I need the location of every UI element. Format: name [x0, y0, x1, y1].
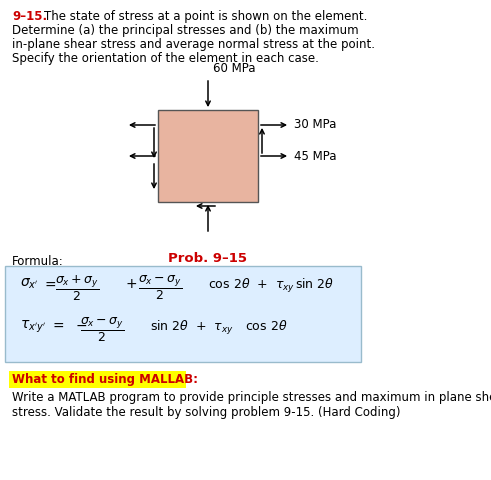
FancyBboxPatch shape	[9, 371, 186, 388]
Text: $\dfrac{\sigma_x - \sigma_y}{2}$: $\dfrac{\sigma_x - \sigma_y}{2}$	[80, 316, 124, 344]
FancyBboxPatch shape	[5, 266, 361, 362]
Text: Specify the orientation of the element in each case.: Specify the orientation of the element i…	[12, 52, 319, 65]
Text: 9–15.: 9–15.	[12, 10, 47, 23]
Text: $\sigma_{x'}$: $\sigma_{x'}$	[20, 277, 39, 291]
Text: $\dfrac{\sigma_x - \sigma_y}{2}$: $\dfrac{\sigma_x - \sigma_y}{2}$	[138, 274, 182, 302]
Text: 45 MPa: 45 MPa	[294, 149, 336, 163]
Text: 30 MPa: 30 MPa	[294, 119, 336, 132]
Text: $\sin\,2\theta$  $+$  $\tau_{xy}$: $\sin\,2\theta$ $+$ $\tau_{xy}$	[150, 319, 234, 337]
Text: $=$: $=$	[42, 277, 57, 291]
Text: Determine (a) the principal stresses and (b) the maximum: Determine (a) the principal stresses and…	[12, 24, 358, 37]
Text: $\tau_{x'y'}$: $\tau_{x'y'}$	[20, 319, 47, 336]
Text: $\cos\,2\theta$  $+$  $\tau_{xy}$: $\cos\,2\theta$ $+$ $\tau_{xy}$	[208, 277, 295, 295]
Text: 60 MPa: 60 MPa	[213, 62, 255, 75]
Text: What to find using MALLAB:: What to find using MALLAB:	[12, 373, 198, 386]
Text: Prob. 9–15: Prob. 9–15	[168, 252, 247, 265]
Text: $+$: $+$	[125, 277, 137, 291]
Text: $\dfrac{\sigma_x + \sigma_y}{2}$: $\dfrac{\sigma_x + \sigma_y}{2}$	[55, 274, 99, 303]
Text: $\cos\,2\theta$: $\cos\,2\theta$	[245, 319, 287, 333]
Text: The state of stress at a point is shown on the element.: The state of stress at a point is shown …	[44, 10, 367, 23]
Bar	[158, 110, 258, 202]
Text: $\sin\,2\theta$: $\sin\,2\theta$	[295, 277, 334, 291]
Text: $=$  $-$: $=$ $-$	[50, 319, 88, 333]
Text: in-plane shear stress and average normal stress at the point.: in-plane shear stress and average normal…	[12, 38, 375, 51]
Text: Write a MATLAB program to provide principle stresses and maximum in plane shear
: Write a MATLAB program to provide princi…	[12, 391, 491, 419]
Text: Formula:: Formula:	[12, 255, 64, 268]
